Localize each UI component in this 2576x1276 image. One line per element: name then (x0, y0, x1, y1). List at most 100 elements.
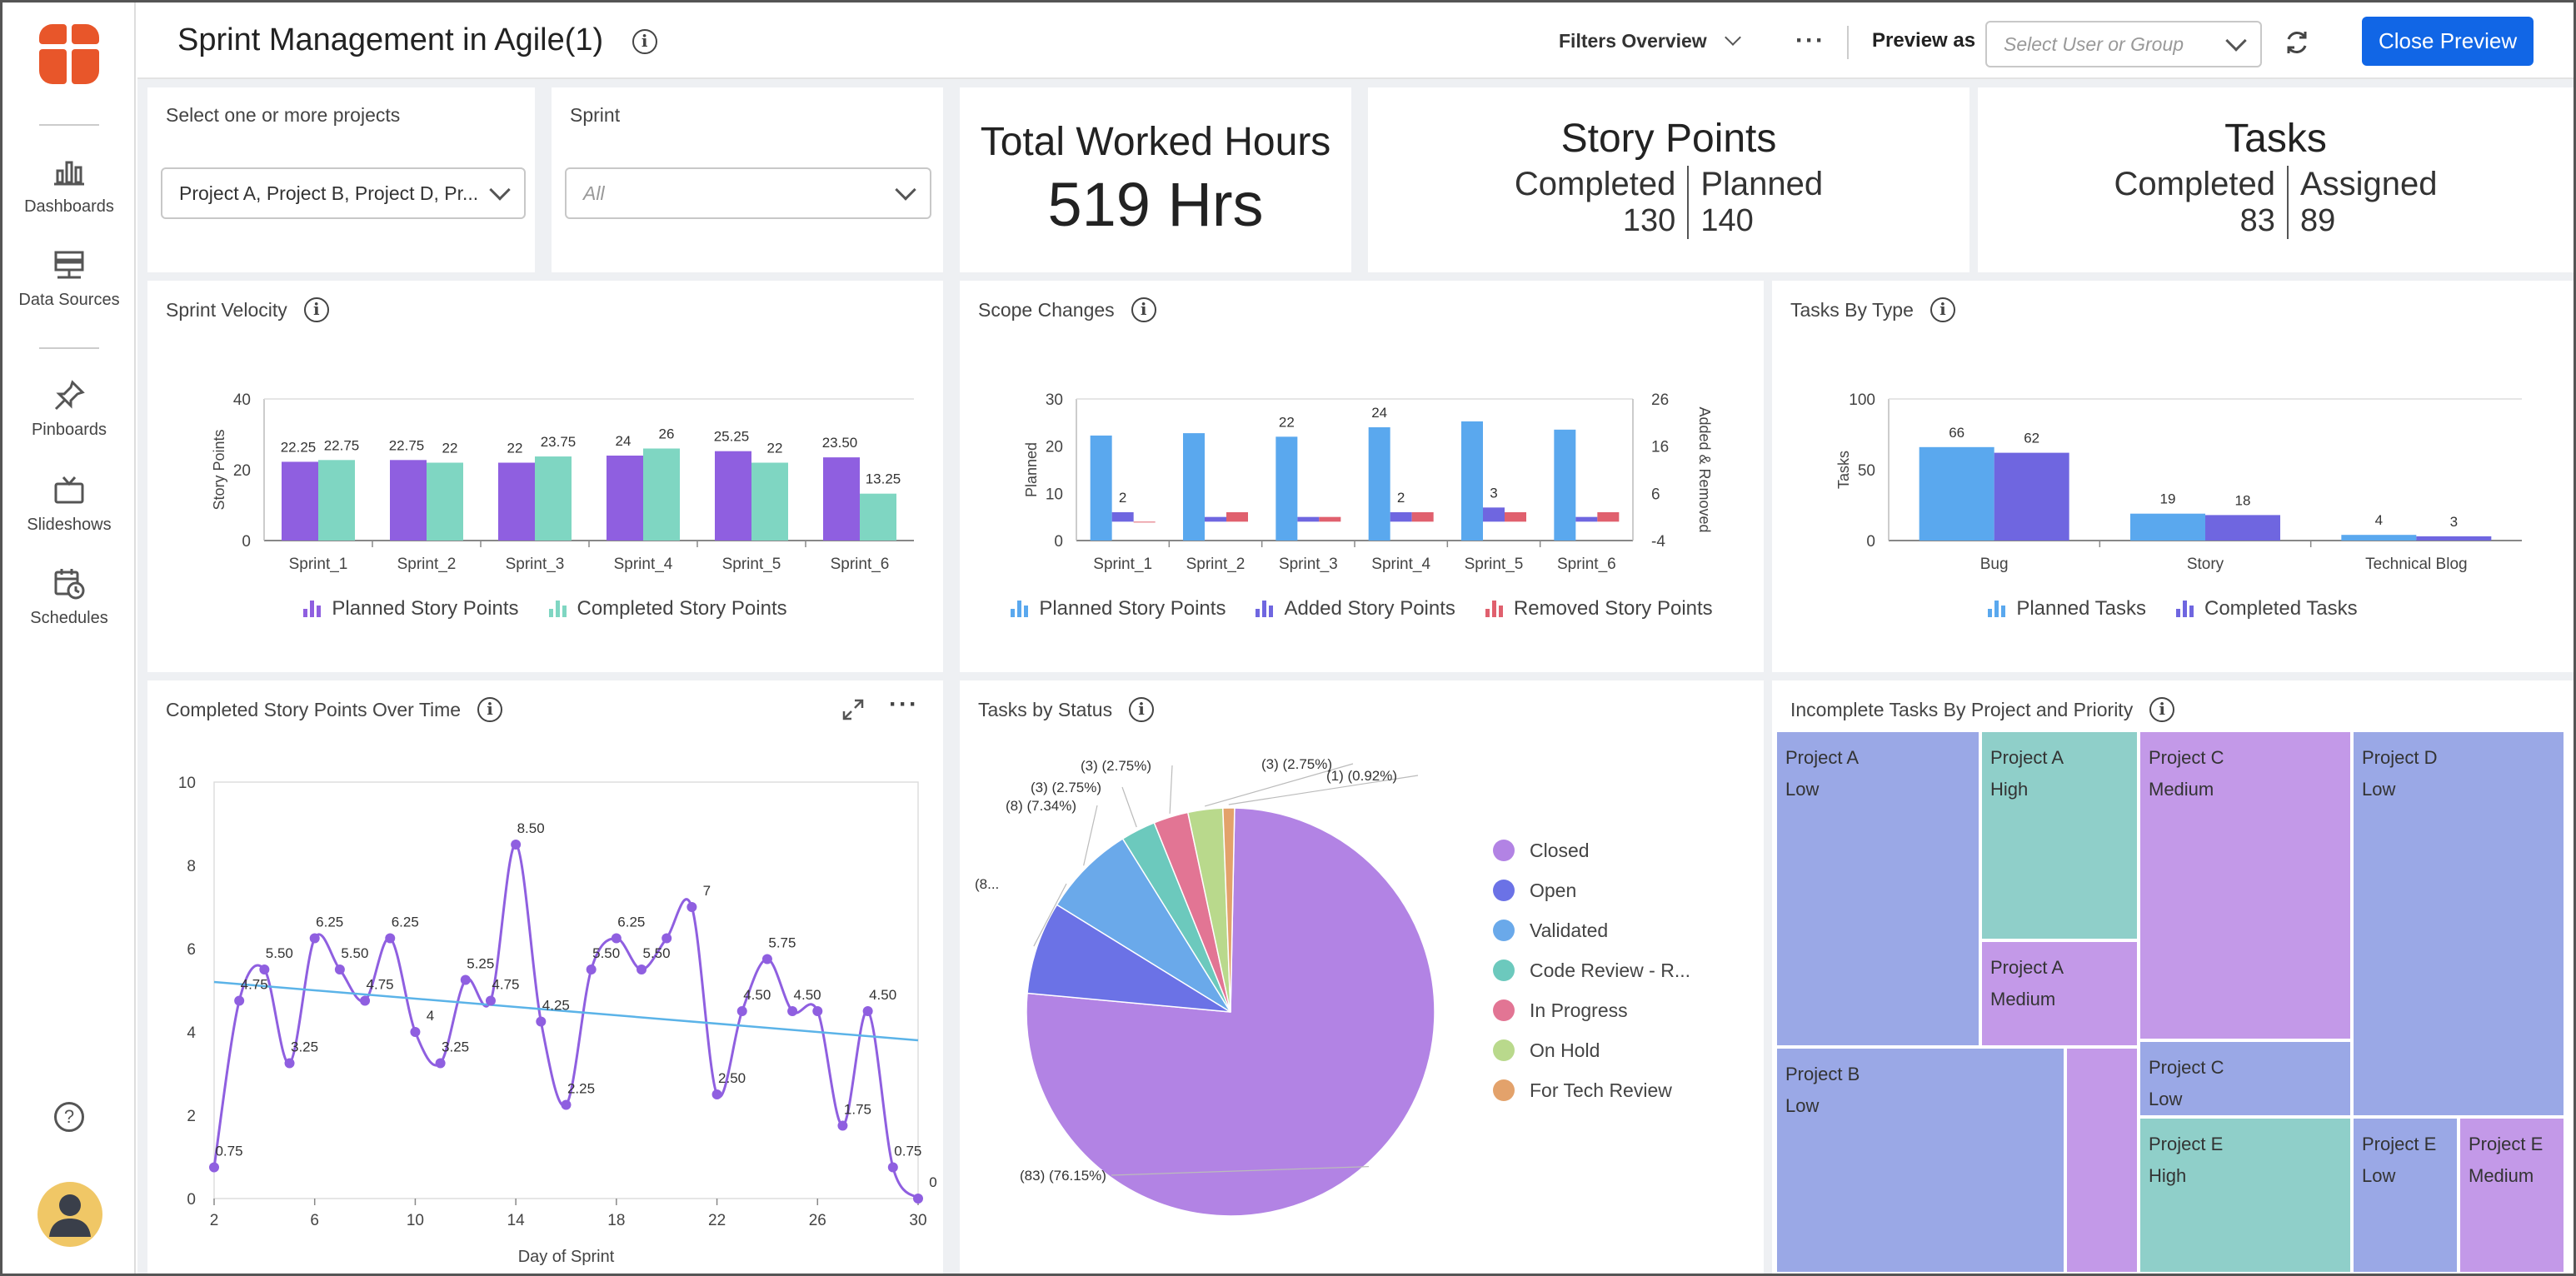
project-select[interactable]: Project A, Project B, Project D, Pr... (161, 167, 526, 219)
info-icon[interactable]: i (1930, 297, 1955, 322)
preview-user-select[interactable]: Select User or Group (1985, 21, 2262, 67)
treemap-cell[interactable]: Project A Low (1775, 730, 1980, 1047)
more-options-icon[interactable]: ··· (889, 690, 919, 718)
scope-changes-chart: 0 10 20 30 -4 6 16 26 Planned Added & Removed Spri… (1023, 391, 1713, 573)
treemap-cell[interactable]: Project A Medium (1980, 940, 2139, 1047)
expand-icon[interactable] (841, 697, 866, 722)
data-point (913, 1194, 923, 1204)
info-icon[interactable]: i (2149, 697, 2175, 722)
y-tick-label: 30 (1046, 391, 1063, 409)
treemap-cell[interactable]: Project E Medium (2459, 1117, 2565, 1274)
data-point (887, 1162, 898, 1173)
legend-swatch-icon (1256, 601, 1274, 617)
x-tick-label: Sprint_4 (614, 556, 673, 573)
legend-swatch-icon (2176, 601, 2194, 617)
legend-item[interactable]: Completed Story Points (548, 597, 787, 621)
treemap-cell[interactable]: Project D Low (2352, 730, 2565, 1117)
sidebar-item-dashboards[interactable]: Dashboards (2, 156, 136, 217)
y-tick-label: 20 (233, 462, 251, 480)
filters-overview-button[interactable]: Filters Overview (1559, 2, 1741, 79)
sidebar-item-schedules[interactable]: Schedules (2, 567, 136, 628)
more-options-icon[interactable]: ··· (1795, 27, 1825, 54)
legend-item[interactable]: Closed (1493, 830, 1690, 870)
x-tick-label: Sprint_5 (722, 556, 781, 573)
info-icon[interactable]: i (303, 297, 329, 322)
treemap-cell[interactable]: Project A High (1980, 730, 2139, 940)
info-icon[interactable]: i (632, 28, 657, 54)
close-preview-button[interactable]: Close Preview (2362, 2, 2534, 79)
treemap-cell[interactable]: Project B Low (1775, 1047, 2065, 1274)
pie-label: (3) (2.75%) (1081, 758, 1151, 774)
treemap-cell[interactable]: Project E Low (2352, 1117, 2459, 1274)
legend-swatch-icon (1493, 1039, 1515, 1061)
legend-item[interactable]: Validated (1493, 910, 1690, 950)
x-tick-label: Sprint_3 (1279, 556, 1338, 573)
data-label: 6.25 (316, 915, 343, 930)
legend-item[interactable]: Completed Tasks (2176, 597, 2358, 621)
data-point (787, 1006, 798, 1016)
help-icon[interactable]: ? (54, 1102, 84, 1132)
user-avatar-icon[interactable] (37, 1182, 102, 1247)
data-label: 2.25 (567, 1081, 595, 1097)
tasks-card: Tasks Completed 83 Assigned 89 (1978, 87, 2574, 272)
legend-item[interactable]: Planned Story Points (303, 597, 519, 621)
y-tick-label: 8 (187, 858, 196, 875)
x-tick-label: Sprint_2 (397, 556, 457, 573)
treemap-cell[interactable] (2065, 1047, 2139, 1274)
legend-swatch-icon (1011, 601, 1029, 617)
app-logo-icon[interactable] (39, 24, 99, 84)
data-label: 19 (2160, 491, 2176, 507)
treemap-project-label: Project E (2469, 1134, 2544, 1154)
bar (498, 462, 535, 541)
legend-item[interactable]: Removed Story Points (1485, 597, 1713, 621)
calendar-clock-icon (54, 569, 85, 600)
data-label: 24 (616, 433, 632, 449)
pie-slice (1026, 904, 1231, 1013)
legend-swatch-icon (1493, 840, 1515, 861)
info-icon[interactable]: i (1129, 697, 1155, 722)
treemap-project-label: Project A (1990, 957, 2064, 978)
sprint-select[interactable]: All (565, 167, 931, 219)
y-tick-label: 20 (1046, 439, 1063, 456)
treemap-cell[interactable]: Project E High (2139, 1117, 2352, 1274)
data-point (334, 964, 345, 974)
sidebar-item-pinboards[interactable]: Pinboards (2, 379, 136, 440)
legend-label: Closed (1530, 839, 1590, 861)
series-line (212, 843, 920, 1200)
sidebar-item-slideshows[interactable]: Slideshows (2, 474, 136, 535)
bar (1090, 435, 1112, 541)
bar (427, 462, 463, 541)
data-label: 4.25 (542, 998, 570, 1014)
bar (1226, 512, 1248, 522)
treemap-cell[interactable]: Project C Medium (2139, 730, 2352, 1040)
data-point (611, 933, 622, 944)
sidebar-item-label: Dashboards (24, 197, 114, 216)
legend-item[interactable]: Planned Story Points (1011, 597, 1226, 621)
info-icon[interactable]: i (477, 697, 503, 722)
legend-swatch-icon (1493, 1079, 1515, 1101)
x-tick-label: 22 (708, 1212, 726, 1229)
treemap-cell[interactable]: Project C Low (2139, 1040, 2352, 1117)
y2-tick-label: 6 (1651, 486, 1660, 503)
sidebar-item-data-sources[interactable]: Data Sources (2, 249, 136, 310)
treemap-priority-label: High (1990, 779, 2029, 800)
bar (535, 456, 572, 541)
y-tick-label: 0 (242, 533, 251, 551)
legend-item[interactable]: Planned Tasks (1988, 597, 2146, 621)
y-tick-label: 2 (187, 1108, 196, 1125)
x-tick-label: Sprint_3 (506, 556, 565, 573)
legend-item[interactable]: Code Review - R... (1493, 950, 1690, 990)
legend-label: Planned Story Points (1039, 597, 1226, 620)
legend-item[interactable]: Open (1493, 870, 1690, 910)
data-point (711, 1089, 722, 1099)
data-point (536, 1016, 547, 1027)
refresh-icon[interactable] (2282, 27, 2312, 57)
legend-label: In Progress (1530, 999, 1628, 1021)
legend-item[interactable]: Added Story Points (1256, 597, 1455, 621)
legend-item[interactable]: For Tech Review (1493, 1070, 1690, 1110)
legend-item[interactable]: On Hold (1493, 1030, 1690, 1070)
data-point (410, 1027, 421, 1037)
legend-item[interactable]: In Progress (1493, 990, 1690, 1030)
bar (715, 451, 751, 541)
info-icon[interactable]: i (1131, 297, 1156, 322)
